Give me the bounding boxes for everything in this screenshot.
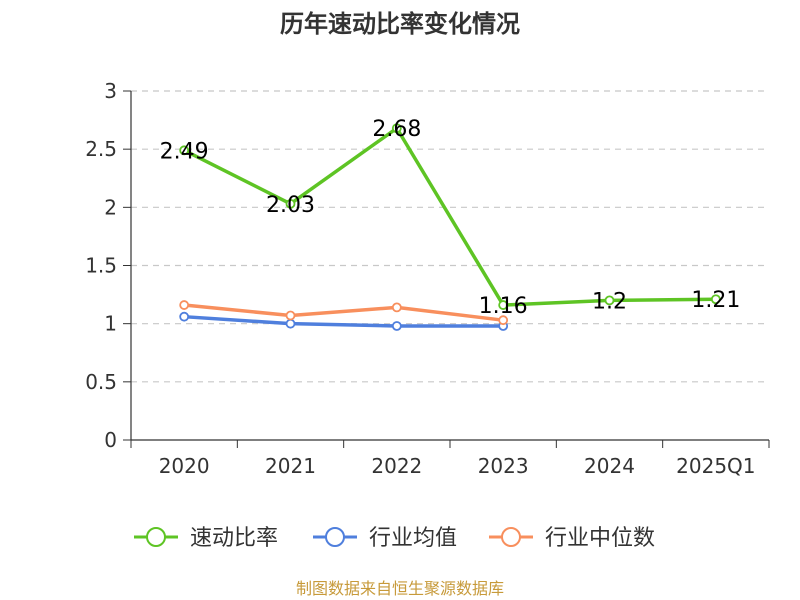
x-tick-label: 2023 bbox=[478, 454, 529, 478]
legend-label: 速动比率 bbox=[190, 526, 278, 551]
data-point bbox=[285, 310, 296, 321]
data-label: 2.49 bbox=[160, 139, 209, 164]
data-point bbox=[285, 198, 296, 209]
y-tick-label: 0.5 bbox=[85, 370, 117, 394]
legend: 速动比率 行业均值 行业中位数 bbox=[134, 526, 655, 551]
data-labels: 2.49 2.03 2.68 1.16 1.2 1.21 bbox=[160, 117, 741, 319]
data-label: 2.03 bbox=[266, 193, 315, 218]
legend-label: 行业中位数 bbox=[545, 526, 655, 551]
x-tick-label: 2021 bbox=[265, 454, 316, 478]
data-point bbox=[498, 315, 509, 326]
data-point bbox=[391, 123, 402, 134]
axes: 0 0.5 1 1.5 2 2.5 3 2020 2021 2022 2023 2024 2025Q1 bbox=[85, 79, 770, 478]
data-point bbox=[179, 145, 190, 156]
x-tick-label: 2024 bbox=[584, 454, 635, 478]
legend-item[interactable]: 行业均值 bbox=[313, 526, 457, 551]
legend-swatch-marker bbox=[146, 527, 166, 547]
data-point bbox=[285, 318, 296, 329]
chart-title: 历年速动比率变化情况 bbox=[280, 10, 520, 38]
data-point bbox=[498, 300, 509, 310]
series-lines bbox=[179, 123, 721, 331]
legend-swatch-marker bbox=[501, 527, 521, 547]
data-point bbox=[604, 295, 615, 306]
data-label: 1.21 bbox=[691, 288, 740, 313]
x-tick-label: 2020 bbox=[159, 454, 210, 478]
series-line bbox=[182, 314, 505, 328]
y-tick-label: 0 bbox=[104, 428, 117, 452]
grid-lines bbox=[131, 90, 769, 383]
data-label: 1.2 bbox=[592, 289, 627, 314]
data-point bbox=[391, 302, 402, 313]
legend-label: 行业均值 bbox=[369, 526, 457, 551]
data-label: 1.16 bbox=[479, 294, 528, 319]
series-line bbox=[182, 126, 718, 307]
data-point bbox=[710, 294, 721, 305]
y-tick-label: 3 bbox=[104, 79, 117, 103]
x-tick-label: 2022 bbox=[371, 454, 422, 478]
series-line bbox=[182, 303, 505, 322]
data-label: 2.68 bbox=[372, 117, 421, 142]
legend-item[interactable]: 速动比率 bbox=[134, 526, 278, 551]
source-text: 制图数据来自恒生聚源数据库 bbox=[296, 579, 504, 598]
x-tick-label: 2025Q1 bbox=[676, 454, 755, 478]
data-point bbox=[179, 300, 190, 310]
legend-item[interactable]: 行业中位数 bbox=[489, 526, 655, 551]
data-point bbox=[179, 311, 190, 322]
legend-swatch-marker bbox=[325, 527, 345, 547]
series-3 bbox=[179, 300, 509, 326]
series-1 bbox=[179, 123, 721, 310]
y-tick-label: 2.5 bbox=[85, 137, 117, 161]
y-tick-label: 1 bbox=[104, 312, 117, 336]
data-point bbox=[391, 321, 402, 331]
y-tick-label: 2 bbox=[104, 195, 117, 219]
y-tick-label: 1.5 bbox=[85, 254, 117, 278]
